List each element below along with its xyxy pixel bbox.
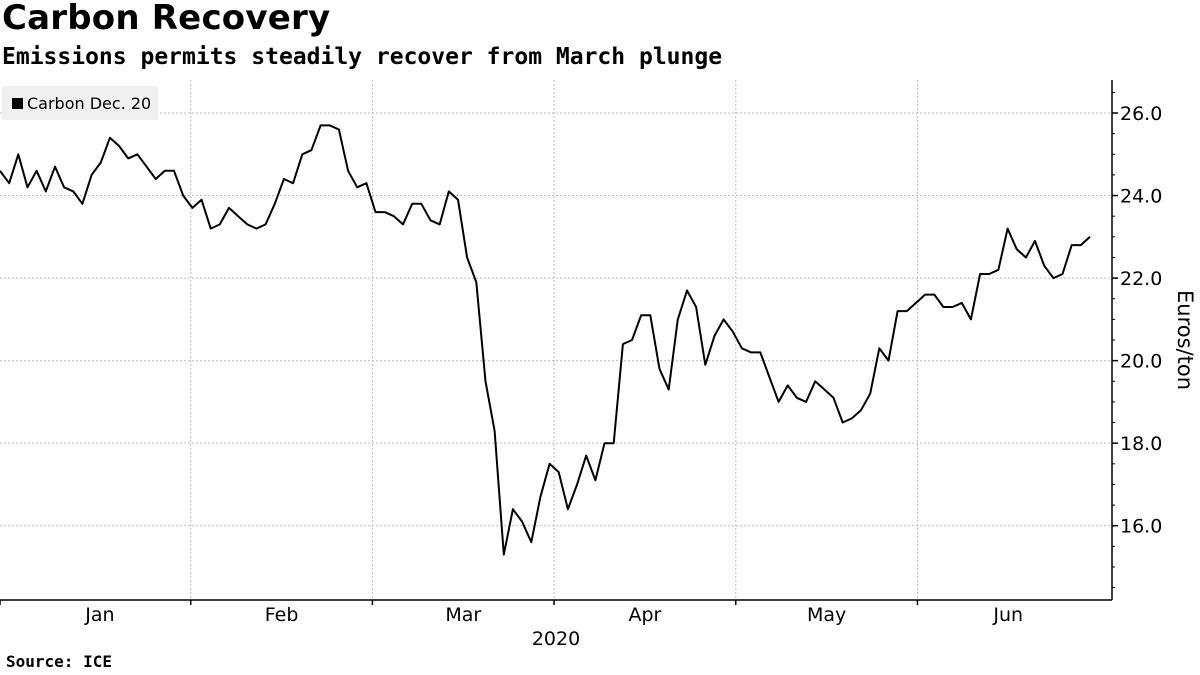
y-axis-label: Euros/ton <box>1173 290 1197 390</box>
chart-subtitle: Emissions permits steadily recover from … <box>2 44 723 70</box>
x-tick-label-jan: Jan <box>84 604 114 626</box>
y-tick-label: 16.0 <box>1120 516 1162 538</box>
y-tick-label: 22.0 <box>1120 268 1162 290</box>
x-tick-label-mar: Mar <box>445 604 481 626</box>
legend: Carbon Dec. 20 <box>2 86 158 120</box>
x-tick-label-may: May <box>807 604 846 626</box>
x-tick-label-jun: Jun <box>992 604 1023 626</box>
axes <box>0 80 1113 601</box>
source-note: Source: ICE <box>6 652 112 671</box>
x-axis-ticks: Jan Feb Mar Apr May Jun <box>0 600 1023 626</box>
x-axis-year-label: 2020 <box>532 628 580 650</box>
x-tick-label-apr: Apr <box>628 604 661 626</box>
y-tick-label: 20.0 <box>1120 351 1162 373</box>
y-tick-label: 18.0 <box>1120 433 1162 455</box>
y-axis-ticks: 16.0 18.0 20.0 22.0 24.0 26.0 <box>1112 91 1162 589</box>
gridlines <box>0 80 1112 600</box>
y-tick-label: 24.0 <box>1120 186 1162 208</box>
chart-title: Carbon Recovery <box>2 0 331 38</box>
series-line-carbon-dec-20 <box>0 124 1091 556</box>
x-tick-label-feb: Feb <box>265 604 299 626</box>
legend-swatch <box>12 97 23 109</box>
y-tick-label: 26.0 <box>1120 103 1162 125</box>
legend-label: Carbon Dec. 20 <box>27 93 152 113</box>
